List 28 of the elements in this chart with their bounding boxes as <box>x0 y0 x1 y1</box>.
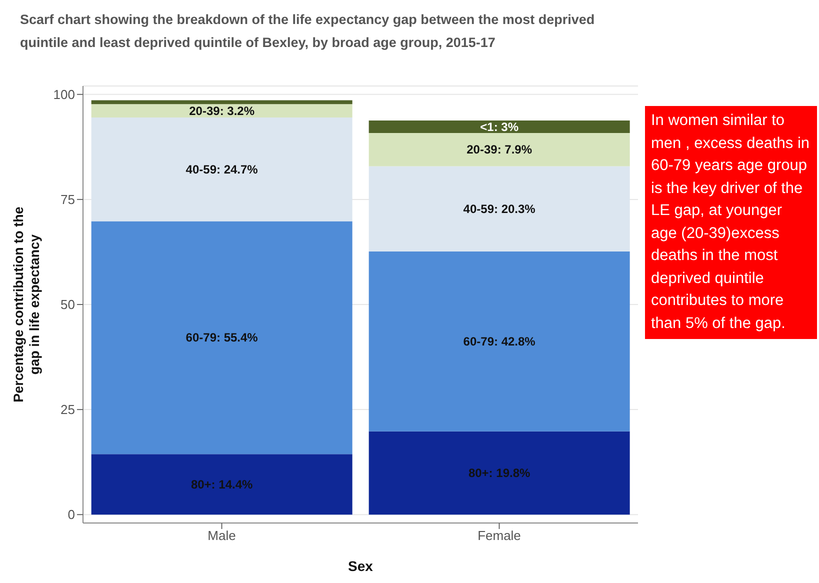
x-tick-label: Female <box>478 528 521 544</box>
data-label: <1: 3% <box>480 120 519 134</box>
bar <box>91 221 352 454</box>
data-label: 60-79: 55.4% <box>186 330 258 345</box>
data-label: 80+: 14.4% <box>190 477 254 492</box>
bar <box>368 133 630 166</box>
x-axis-title: Sex <box>348 558 374 574</box>
chart-title: Scarf chart showing the breakdown of the life expectancy gap between the most deprived quintile and least deprived quintile of Bexley, by broad age group, 2015-17 <box>20 11 596 52</box>
bar <box>91 100 352 104</box>
data-label: 40-59: 20.3% <box>463 202 536 216</box>
bar <box>91 104 352 118</box>
data-label: 60-79: 42.8% <box>463 334 536 348</box>
bar <box>368 431 630 515</box>
text: In women similar to men , excess deaths in 60-79 years age group is the key driver of the LE gap, at younger age (20-39)excess deaths in the most deprived quintile contributes to more than 5% of the gap. <box>651 112 810 332</box>
y-tick-label: 0 <box>68 507 75 522</box>
y-axis-title: Percentage contribution to the gap in life expectancy <box>11 206 42 402</box>
y-tick-label: 25 <box>60 402 75 418</box>
bar <box>91 454 352 515</box>
bar <box>368 120 630 134</box>
bar <box>368 252 630 432</box>
data-label: 20-39: 7.9% <box>466 142 532 157</box>
data-label: 20-39: 3.2% <box>189 104 255 118</box>
x-tick-label: Male <box>208 528 236 544</box>
y-tick-label: 75 <box>60 192 75 208</box>
data-label: 80+: 19.8% <box>468 466 531 480</box>
y-tick-label: 50 <box>60 297 75 312</box>
data-label: 40-59: 24.7% <box>186 162 258 176</box>
y-tick-label: 100 <box>53 87 75 102</box>
